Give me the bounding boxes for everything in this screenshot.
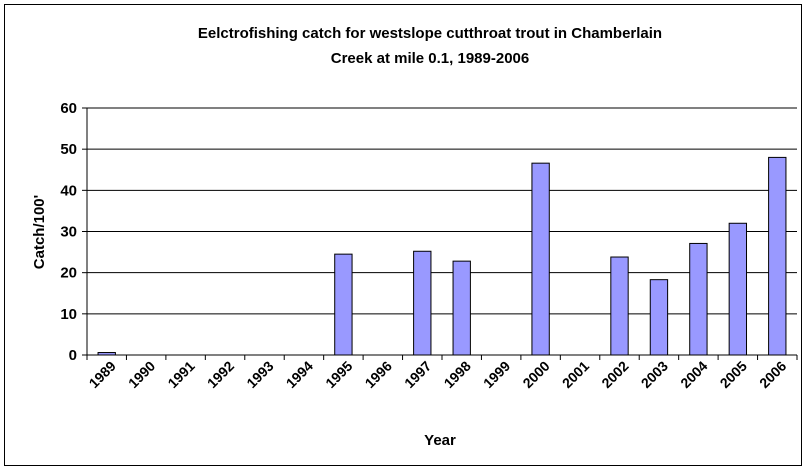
x-tick-label-2005: 2005 [717, 358, 750, 391]
bar-2000 [531, 162, 550, 356]
x-tick-label-1990: 1990 [125, 358, 158, 391]
x-tick-label-2006: 2006 [756, 358, 789, 391]
chart-title-line-2: Creek at mile 0.1, 1989-2006 [331, 50, 529, 67]
chart-frame [4, 4, 802, 466]
x-tick-label-2002: 2002 [598, 358, 631, 391]
x-tick-label-1992: 1992 [204, 358, 237, 391]
x-tick-label-1994: 1994 [283, 358, 316, 391]
y-tick-label-60: 60 [60, 100, 77, 117]
bar-1995 [334, 253, 353, 356]
x-tick-label-1991: 1991 [164, 358, 197, 391]
y-tick-labels: 0 10 20 30 40 50 60 [60, 100, 77, 364]
x-tick-label-2004: 2004 [677, 358, 710, 391]
y-tick-label-20: 20 [60, 265, 77, 282]
x-tick-label-1996: 1996 [362, 358, 395, 391]
bar-2002 [610, 256, 629, 356]
x-axis-label: Year [424, 432, 456, 449]
y-tick-label-10: 10 [60, 306, 77, 323]
axes [82, 107, 798, 360]
bar-2006 [768, 156, 787, 356]
gridlines [87, 107, 797, 315]
y-tick-label-50: 50 [60, 141, 77, 158]
x-tick-labels: 1989 1990 1991 1992 1993 1994 1995 1996 1997 1998… [85, 358, 789, 391]
y-tick-label-0: 0 [69, 347, 77, 364]
x-tick-label-1993: 1993 [243, 358, 276, 391]
bars [97, 156, 787, 356]
x-tick-label-1997: 1997 [401, 358, 434, 391]
x-tick-label-1998: 1998 [440, 358, 473, 391]
x-tick-label-2003: 2003 [638, 358, 671, 391]
x-tick-label-1995: 1995 [322, 358, 355, 391]
bar-2004 [689, 242, 708, 356]
bar-1997 [413, 250, 432, 356]
y-axis-label: Catch/100' [31, 195, 48, 269]
x-tick-label-2000: 2000 [519, 358, 552, 391]
bar-1998 [452, 260, 471, 356]
x-tick-label-2001: 2001 [559, 358, 592, 391]
y-tick-label-30: 30 [60, 224, 77, 241]
y-tick-label-40: 40 [60, 182, 77, 199]
x-tick-label-1999: 1999 [480, 358, 513, 391]
x-tick-label-1989: 1989 [85, 358, 118, 391]
bar-2005 [728, 222, 748, 356]
bar-2003 [649, 279, 669, 356]
chart-title-line-1: Eelctrofishing catch for westslope cutth… [198, 25, 662, 42]
